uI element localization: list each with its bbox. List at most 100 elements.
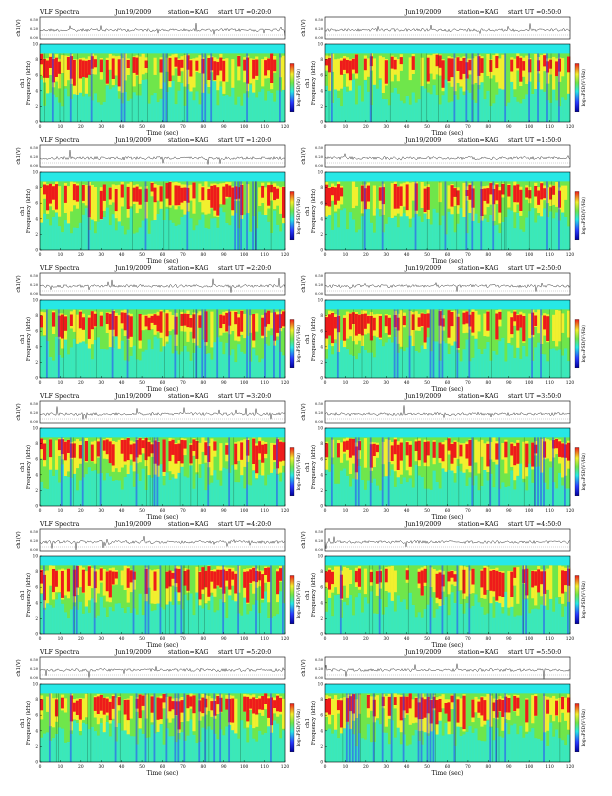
spectrogram-cell (339, 60, 344, 75)
spectrogram-cell (207, 189, 211, 200)
time-tick-label: 0 (324, 765, 327, 770)
spectrogram-cell (456, 565, 459, 634)
spectrogram-cell (207, 93, 211, 122)
spectrogram-cell (495, 224, 499, 250)
spectrogram-cell (561, 97, 565, 122)
spectrogram-cell (348, 569, 353, 584)
spectrogram-cell (351, 219, 356, 250)
spectrogram-cell (87, 60, 91, 75)
spectrogram-cell (255, 445, 259, 474)
spectrogram-cell (474, 475, 478, 506)
time-tick-label: 20 (78, 253, 84, 258)
spectrogram-cell (483, 741, 487, 762)
spectrogram-cell (510, 470, 514, 506)
colorbar (574, 575, 580, 625)
spectrogram-cell (270, 93, 274, 122)
spectrogram-top-band (40, 172, 285, 182)
time-tick-label: 70 (180, 509, 186, 514)
spectrogram-cell (339, 106, 344, 122)
spectrogram-cell (252, 181, 254, 250)
spectrogram-cell (96, 615, 100, 634)
spectrogram-cell (519, 189, 523, 211)
spectrogram-cell (345, 311, 350, 339)
spectrogram-cell (366, 724, 371, 762)
time-tick-label: 60 (160, 509, 166, 514)
time-tick-label: 40 (119, 253, 125, 258)
time-tick-label: 80 (486, 509, 492, 514)
spectrogram-cell (477, 740, 481, 762)
time-tick-label: 50 (424, 381, 430, 386)
spectrogram-cell (243, 728, 247, 762)
spectrogram-cell (387, 217, 391, 250)
spectrogram-cell (213, 441, 217, 451)
spectrogram-cell (429, 55, 433, 74)
spectrogram-cell (396, 186, 400, 209)
spectrogram-cell (516, 314, 520, 348)
spectrogram-cell (75, 565, 78, 634)
spectrogram-cell (228, 96, 232, 122)
spectrogram-cell (330, 313, 335, 344)
spectrogram-cell (195, 566, 199, 593)
spectrogram-cell (132, 486, 136, 506)
spectrogram-cell (327, 187, 332, 207)
spectrogram-cell (108, 701, 112, 721)
spectrogram-cell (375, 485, 379, 506)
spectrogram-cell (168, 81, 172, 122)
time-tick-label: 0 (39, 765, 42, 770)
spectrogram-cell (90, 444, 94, 462)
time-tick-label: 20 (78, 125, 84, 130)
spectrogram-cell (519, 314, 523, 328)
spectrogram-cell (558, 181, 560, 250)
freq-tick-label: 6 (35, 73, 38, 78)
spectrogram-cell (495, 463, 499, 506)
time-tick-label: 30 (383, 509, 389, 514)
spectrogram-cell (180, 700, 184, 713)
spectrogram-cell (273, 616, 277, 634)
spectrogram-cell (282, 565, 284, 634)
spectrogram-cell (276, 695, 280, 712)
spectrogram-cell (555, 182, 559, 207)
spectrogram-cell (537, 53, 539, 122)
spectrogram-cell (249, 569, 253, 583)
spectrogram-cell (325, 463, 329, 506)
spectrogram-cell (333, 483, 338, 506)
spectrogram-cell (48, 357, 53, 378)
spectrogram-channel-label: ch1 (305, 206, 311, 216)
spectrogram-cell (360, 314, 365, 336)
spectrogram-cell (369, 437, 372, 506)
spectrogram-cell (345, 693, 348, 762)
spectrogram-cell (447, 571, 451, 582)
spectrogram-cell (453, 335, 457, 378)
spectrogram-cell (40, 699, 44, 711)
time-tick-label: 30 (98, 381, 104, 386)
spectrogram-cell (54, 570, 59, 587)
spectrogram-cell (45, 600, 50, 634)
freq-tick-label: 0 (35, 760, 38, 765)
spectrogram-cell (255, 699, 259, 715)
freq-tick-label: 2 (35, 616, 38, 621)
time-tick-label: 100 (525, 509, 534, 514)
panel-start-ut: start UT =4:50:0 (508, 521, 561, 528)
spectrogram-cell (78, 480, 83, 506)
spectrogram-cell (141, 220, 145, 250)
spectrogram-cell (237, 441, 241, 461)
spectrogram-cell (549, 348, 553, 378)
spectrogram-cell (96, 102, 100, 122)
spectrogram-cell (432, 617, 436, 634)
spectrogram-cell (66, 439, 71, 472)
spectrogram-cell (264, 211, 268, 250)
spectrogram-cell (204, 570, 208, 588)
time-tick-label: 100 (240, 381, 249, 386)
spectrogram-cell (54, 599, 59, 634)
spectrogram-cell (102, 440, 106, 451)
spectrogram-cell (60, 232, 65, 250)
spectrogram-cell (132, 443, 136, 462)
spectrogram-cell (243, 353, 247, 378)
spectrogram-cell (411, 92, 415, 122)
spectrogram-cell (453, 574, 457, 582)
spectrogram-cell (40, 53, 44, 65)
spectrogram-cell (330, 698, 335, 715)
spectrogram-cell (390, 445, 394, 461)
time-tick-label: 10 (58, 509, 64, 514)
spectrogram-cell (528, 335, 532, 378)
